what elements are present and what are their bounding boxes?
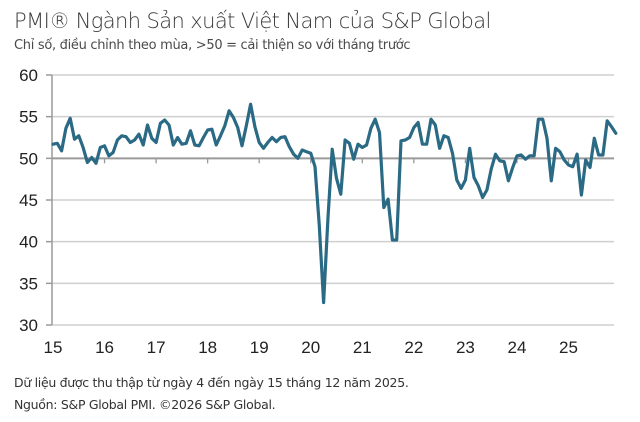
source-note: Nguồn: S&P Global PMI. ©2026 S&P Global. — [14, 397, 276, 412]
y-tick-label: 30 — [19, 316, 38, 335]
x-tick-label: 17 — [147, 338, 166, 357]
y-tick-label: 45 — [19, 191, 38, 210]
x-tick-label: 22 — [404, 338, 423, 357]
x-tick-label: 19 — [250, 338, 269, 357]
x-tick-label: 24 — [507, 338, 526, 357]
x-tick-label: 25 — [559, 338, 578, 357]
y-tick-label: 40 — [19, 233, 38, 252]
x-tick-label: 18 — [198, 338, 217, 357]
x-tick-label: 16 — [95, 338, 114, 357]
x-tick-label: 15 — [44, 338, 63, 357]
y-tick-label: 35 — [19, 274, 38, 293]
pmi-series-line — [51, 102, 618, 305]
x-tick-label: 23 — [456, 338, 475, 357]
chart-title: PMI® Ngành Sản xuất Việt Nam của S&P Glo… — [14, 9, 491, 33]
y-tick-label: 55 — [19, 108, 38, 127]
x-tick-label: 20 — [301, 338, 320, 357]
y-tick-label: 50 — [19, 149, 38, 168]
chart-subtitle: Chỉ số, điều chỉnh theo mùa, >50 = cải t… — [14, 38, 411, 53]
y-tick-label: 60 — [19, 66, 38, 85]
x-tick-label: 21 — [353, 338, 372, 357]
data-collection-note: Dữ liệu được thu thập từ ngày 4 đến ngày… — [14, 375, 409, 390]
